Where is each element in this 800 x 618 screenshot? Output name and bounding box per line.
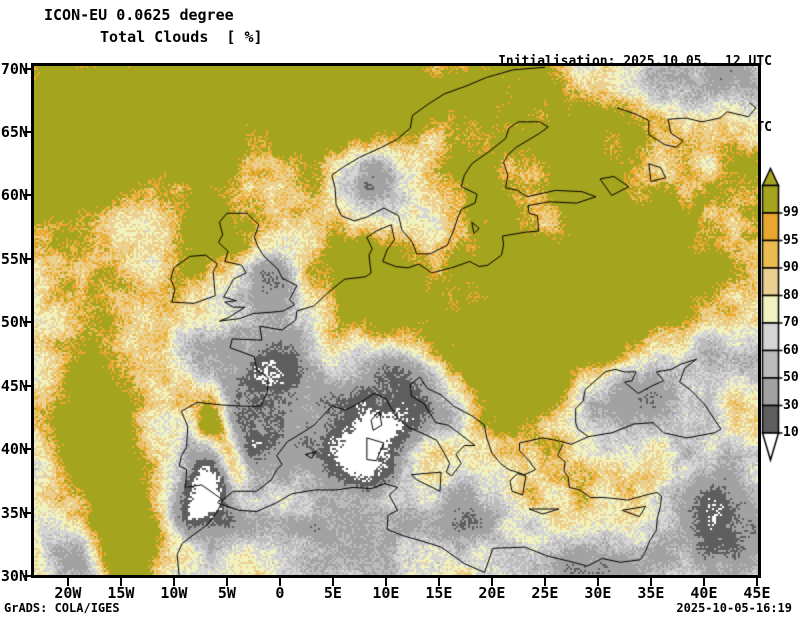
lon-tick-label: 35E [637, 584, 665, 602]
lon-tick-label: 25E [531, 584, 559, 602]
lat-tick-label: 40N [0, 440, 28, 459]
lat-tick-label: 55N [0, 249, 28, 268]
colorbar-level-label: 90 [783, 260, 799, 275]
colorbar-level-label: 70 [783, 315, 799, 330]
lon-tick-label: 30E [584, 584, 612, 602]
lon-tick-label: 5W [217, 584, 236, 602]
lon-tick-mark [490, 578, 493, 586]
lat-tick-label: 35N [0, 503, 28, 522]
colorbar-level-label: 60 [783, 342, 799, 358]
lon-tick-mark [543, 578, 546, 586]
map-plot-area [31, 63, 761, 578]
lat-tick-mark [23, 321, 31, 324]
lon-tick-mark [384, 578, 387, 586]
lat-tick-label: 60N [0, 186, 28, 205]
grads-credit: GrADS: COLA/IGES [4, 601, 120, 615]
lon-tick-mark [172, 578, 175, 586]
model-title: ICON-EU 0.0625 degree [44, 6, 234, 24]
lat-tick-label: 50N [0, 313, 28, 332]
lon-tick-label: 10W [160, 584, 188, 602]
lat-tick-mark [23, 131, 31, 133]
lon-tick-mark [225, 578, 228, 586]
colorbar [759, 162, 799, 472]
lat-tick-label: 70N [0, 59, 28, 78]
lon-tick-mark [596, 578, 599, 586]
lat-tick-label: 30N [0, 567, 28, 586]
lon-tick-label: 45E [743, 584, 771, 602]
lat-tick-mark [23, 511, 31, 514]
variable-title: Total Clouds [ %] [100, 28, 263, 46]
lon-tick-label: 5E [323, 584, 342, 602]
lon-tick-mark [755, 578, 758, 586]
lon-tick-mark [278, 578, 281, 586]
lat-tick-mark [23, 194, 31, 197]
lon-tick-label: 20E [478, 584, 506, 602]
colorbar-level-label: 10 [783, 425, 799, 440]
lat-tick-mark [23, 448, 31, 451]
creation-timestamp: 2025-10-05-16:19 [676, 601, 792, 615]
lat-tick-mark [23, 384, 31, 387]
lon-tick-mark [437, 578, 440, 586]
lon-tick-label: 10E [372, 584, 400, 602]
lon-tick-mark [66, 578, 69, 586]
lon-tick-label: 15E [425, 584, 453, 602]
colorbar-level-label: 95 [783, 232, 799, 248]
lon-tick-mark [331, 578, 334, 586]
cloud-cover-raster [34, 66, 758, 575]
lon-tick-mark [119, 578, 122, 586]
lat-tick-mark [23, 257, 31, 260]
colorbar-level-label: 99.5 [783, 205, 800, 220]
lat-tick-label: 65N [0, 123, 28, 141]
colorbar-level-label: 50 [783, 370, 799, 385]
lon-tick-label: 15W [107, 584, 135, 602]
colorbar-level-label: 30 [783, 397, 799, 413]
colorbar-level-label: 80 [783, 287, 799, 303]
lat-tick-mark [23, 575, 31, 578]
lon-tick-label: 40E [690, 584, 718, 602]
lon-tick-mark [702, 578, 705, 586]
lon-tick-label: 0 [275, 584, 285, 602]
lon-tick-mark [649, 578, 652, 586]
lon-tick-label: 20W [54, 584, 82, 602]
lat-tick-mark [23, 67, 31, 70]
lat-tick-label: 45N [0, 376, 28, 395]
